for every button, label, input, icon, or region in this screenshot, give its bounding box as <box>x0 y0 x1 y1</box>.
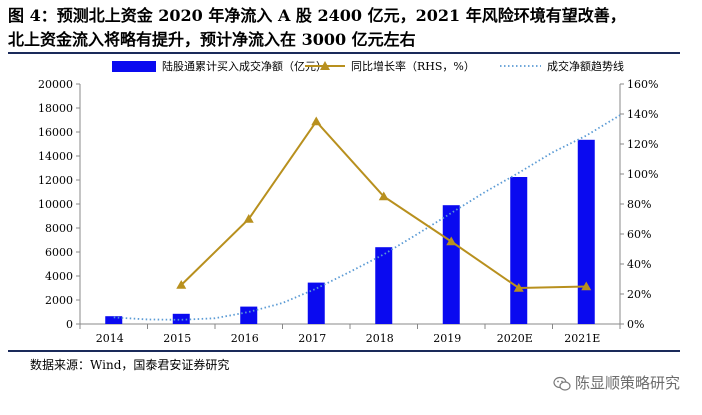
right-tick-label: 120% <box>627 138 658 151</box>
growth-marker <box>513 283 524 292</box>
x-tick-label: 2020E <box>497 332 533 344</box>
growth-series <box>176 116 592 292</box>
bar <box>240 306 258 324</box>
right-tick-label: 60% <box>627 228 651 241</box>
chart-title-line-1: 图 4：预测北上资金 2020 年净流入 A 股 2400 亿元，2021 年风… <box>8 6 626 25</box>
bar <box>577 139 595 324</box>
legend-swatch-bar <box>112 61 156 72</box>
bar <box>105 316 123 324</box>
bar-series <box>105 139 595 324</box>
left-tick-label: 10000 <box>38 198 73 211</box>
bar <box>375 247 393 324</box>
left-tick-label: 6000 <box>45 246 73 259</box>
trend-line <box>113 114 621 321</box>
right-tick-label: 20% <box>627 288 651 301</box>
x-tick-label: 2015 <box>163 332 191 344</box>
x-tick-label: 2017 <box>298 332 326 344</box>
x-tick-label: 2016 <box>231 332 259 344</box>
bar <box>307 282 325 324</box>
left-tick-label: 8000 <box>45 222 73 235</box>
x-tick-label: 2021E <box>564 332 600 344</box>
source-note: 数据来源：Wind，国泰君安证券研究 <box>30 358 230 372</box>
bar <box>442 205 460 324</box>
chart-area: 陆股通累计买入成交净额（亿元） 同比增长率（RHS，%） 成交净额趋势线 0 2000… <box>38 59 658 344</box>
legend: 陆股通累计买入成交净额（亿元） 同比增长率（RHS，%） 成交净额趋势线 <box>112 59 624 73</box>
legend-label-line: 同比增长率（RHS，%） <box>351 59 475 73</box>
x-tick-label: 2018 <box>366 332 394 344</box>
bar <box>510 177 528 324</box>
x-tick-label: 2019 <box>433 332 461 344</box>
trend-series <box>113 114 621 321</box>
top-rule <box>8 52 680 54</box>
right-tick-label: 80% <box>627 198 651 211</box>
right-tick-label: 100% <box>627 168 658 181</box>
left-tick-label: 2000 <box>45 294 73 307</box>
growth-marker <box>446 236 457 246</box>
legend-label-trend: 成交净额趋势线 <box>547 59 624 73</box>
left-tick-label: 18000 <box>38 102 73 115</box>
left-tick-label: 4000 <box>45 270 73 283</box>
growth-marker <box>378 191 389 201</box>
right-tick-label: 0% <box>627 318 644 331</box>
bar <box>172 313 190 324</box>
left-tick-label: 12000 <box>38 174 73 187</box>
right-tick-label: 160% <box>627 78 658 91</box>
watermark: 陈显顺策略研究 <box>553 372 680 393</box>
right-tick-label: 40% <box>627 258 651 271</box>
growth-marker <box>311 116 322 126</box>
legend-label-bar: 陆股通累计买入成交净额（亿元） <box>162 59 327 73</box>
watermark-text: 陈显顺策略研究 <box>574 374 680 392</box>
right-tick-label: 140% <box>627 108 658 121</box>
left-tick-label: 20000 <box>38 78 73 91</box>
left-y-axis: 0 2000 4000 6000 8000 10000 12000 14000 16000 180… <box>38 78 81 331</box>
x-tick-label: 2014 <box>96 332 124 344</box>
x-axis: 2014 2015 2016 2017 2018 2019 2020E 2021E <box>79 323 621 344</box>
growth-marker <box>176 280 187 289</box>
growth-marker <box>243 214 254 223</box>
left-tick-label: 16000 <box>38 126 73 139</box>
bottom-rule <box>8 350 680 352</box>
left-tick-label: 14000 <box>38 150 73 163</box>
wechat-icon <box>553 376 571 391</box>
chart-title-line-2: 北上资金流入将略有提升，预计净流入在 3000 亿元左右 <box>8 30 416 49</box>
right-y-axis: 0% 20% 40% 60% 80% 100% 120% 140% 160% <box>619 78 658 331</box>
left-tick-label: 0 <box>66 318 73 331</box>
legend-swatch-marker <box>320 61 330 70</box>
growth-marker <box>581 281 592 291</box>
